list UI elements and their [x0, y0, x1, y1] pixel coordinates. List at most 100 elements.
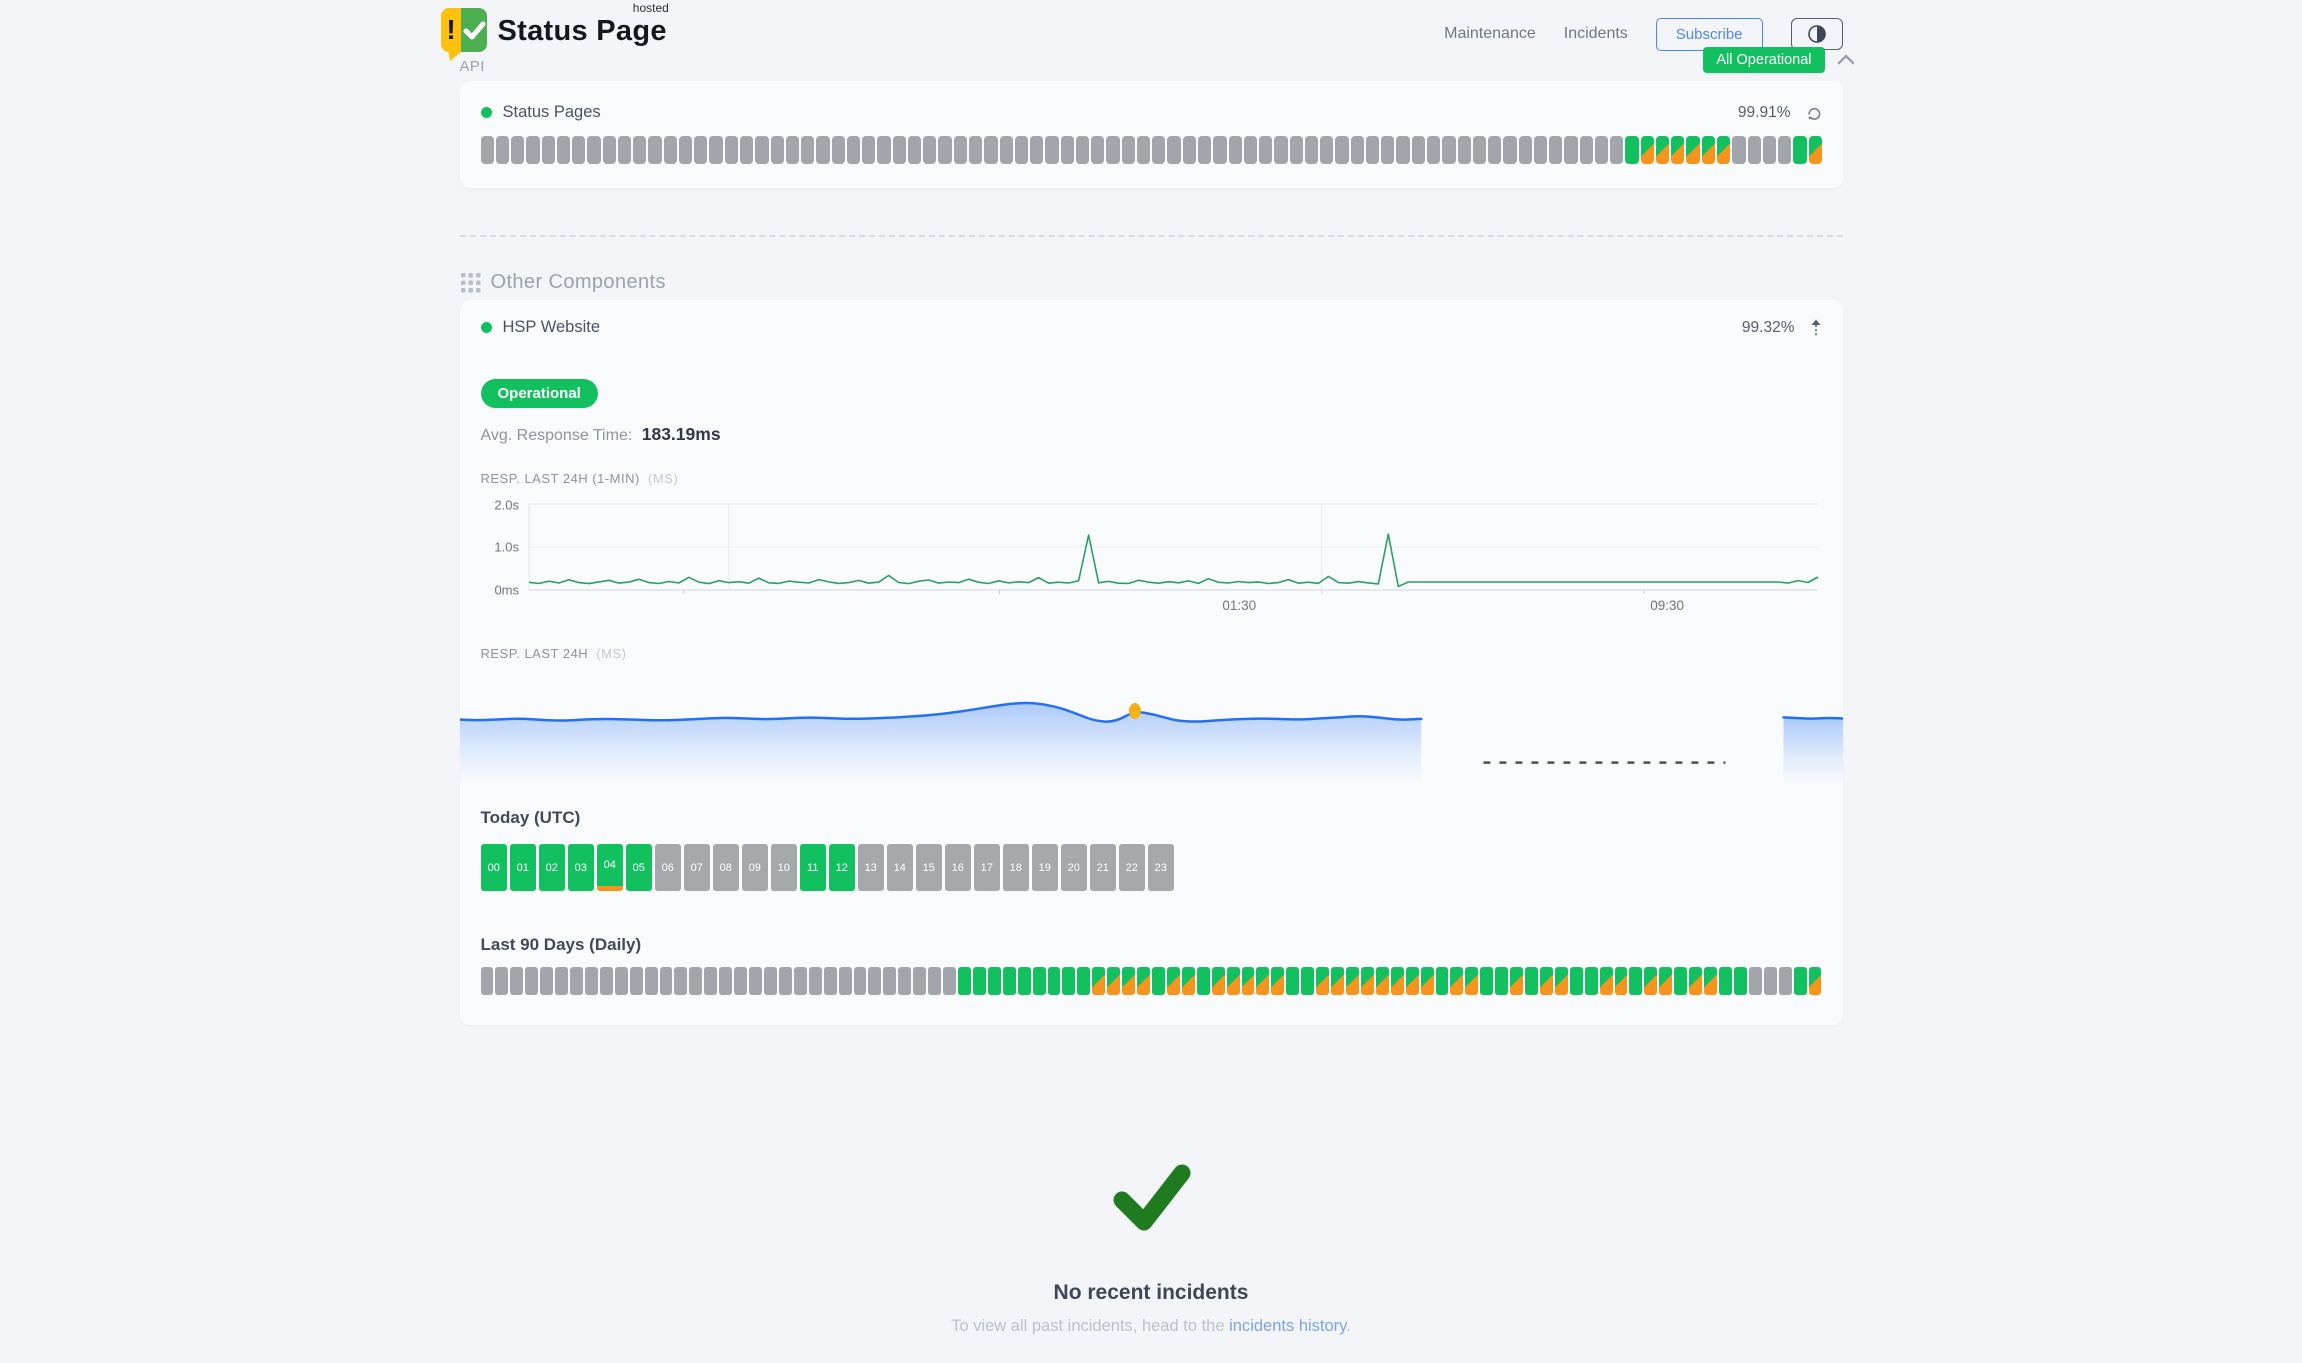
uptime-bar	[785, 136, 800, 164]
uptime-bar	[1107, 967, 1121, 995]
nav-maintenance[interactable]: Maintenance	[1444, 25, 1536, 42]
subtitle-suffix: .	[1346, 1317, 1351, 1335]
page-container: ! hosted Status Page Maintenance Inciden…	[440, 0, 1854, 1336]
component-name: HSP Website	[502, 318, 601, 336]
checkmark-icon	[1113, 1164, 1191, 1231]
header: ! hosted Status Page Maintenance Inciden…	[440, 1, 1843, 61]
uptime-bar	[719, 967, 733, 995]
uptime-bar	[1152, 136, 1166, 164]
uptime-percentage: 99.91%	[1737, 103, 1791, 121]
uptime-bar	[1259, 136, 1273, 164]
uptime-bar	[1689, 967, 1703, 995]
uptime-bar	[1762, 136, 1777, 164]
hour-block: 07	[683, 844, 710, 891]
overall-status: All Operational	[1703, 47, 1854, 73]
uptime-bar	[1426, 136, 1441, 164]
uptime-bar	[614, 967, 628, 995]
uptime-bar	[923, 136, 937, 164]
uptime-bar	[1213, 136, 1227, 164]
uptime-bar	[1211, 967, 1225, 995]
uptime-bar	[1701, 136, 1716, 164]
uptime-bar	[1549, 136, 1563, 164]
uptime-bar	[1442, 136, 1456, 164]
uptime-bar	[938, 136, 952, 164]
uptime-bar	[709, 136, 723, 164]
overall-status-badge: All Operational	[1703, 47, 1825, 73]
uptime-bar	[1435, 967, 1449, 995]
hour-block: 11	[799, 844, 826, 891]
uptime-bar	[984, 136, 998, 164]
uptime-bar	[1733, 967, 1747, 995]
uptime-bar	[846, 136, 861, 164]
hour-block: 08	[712, 844, 739, 891]
svg-text:2.0s: 2.0s	[494, 498, 519, 513]
nav-incidents[interactable]: Incidents	[1563, 25, 1628, 42]
incidents-history-link[interactable]: incidents history	[1229, 1317, 1347, 1335]
main-nav: Maintenance Incidents Subscribe	[1444, 17, 1843, 51]
uptime-bar	[1365, 136, 1380, 164]
uptime-bar	[1045, 136, 1059, 164]
uptime-bar	[1032, 967, 1046, 995]
scroll-top-button[interactable]	[1837, 53, 1855, 68]
uptime-bar	[913, 967, 927, 995]
brand-logo[interactable]: ! hosted Status Page	[440, 1, 669, 61]
uptime-bar	[541, 136, 555, 164]
uptime-bar	[862, 136, 876, 164]
uptime-bar	[1360, 967, 1374, 995]
uptime-bar	[495, 967, 509, 995]
uptime-bar	[526, 136, 540, 164]
uptime-bar	[953, 136, 967, 164]
uptime-bar	[689, 967, 703, 995]
hour-block: 02	[538, 844, 565, 891]
status-pages-uptime-bars	[480, 136, 1822, 164]
dotted-up-arrow-icon	[1811, 319, 1820, 336]
uptime-bar	[1554, 967, 1568, 995]
hour-block: 23	[1147, 844, 1174, 891]
subscribe-button[interactable]: Subscribe	[1655, 17, 1763, 51]
uptime-bar	[1704, 967, 1718, 995]
hour-block: 13	[857, 844, 884, 891]
hour-block: 06	[654, 844, 681, 891]
uptime-bar	[898, 967, 912, 995]
uptime-bar	[617, 136, 632, 164]
uptime-bar	[853, 967, 867, 995]
hour-block: 21	[1089, 844, 1116, 891]
uptime-bar	[1614, 967, 1628, 995]
uptime-bar	[1271, 967, 1285, 995]
uptime-bar	[1411, 136, 1425, 164]
uptime-bar	[1579, 136, 1593, 164]
uptime-bar	[1197, 136, 1212, 164]
uptime-bar	[1793, 136, 1807, 164]
uptime-bar	[1747, 136, 1761, 164]
uptime-bar	[1014, 136, 1029, 164]
uptime-bar	[724, 136, 739, 164]
half-circle-icon	[1807, 25, 1826, 43]
uptime-bar	[1808, 136, 1822, 164]
uptime-bar	[1671, 136, 1685, 164]
uptime-bar	[1062, 967, 1076, 995]
refresh-button[interactable]	[1806, 105, 1822, 121]
uptime-bar	[629, 967, 643, 995]
theme-toggle-button[interactable]	[1790, 18, 1843, 50]
uptime-bar	[1331, 967, 1344, 995]
uptime-bar	[892, 136, 906, 164]
other-components-section: Other Components HSP Website 99.32%	[459, 271, 1843, 1025]
uptime-bar	[599, 967, 613, 995]
other-components-title-text: Other Components	[490, 271, 666, 293]
uptime-bar	[1151, 967, 1165, 995]
uptime-bar	[1748, 967, 1762, 995]
uptime-bar	[972, 967, 986, 995]
uptime-bar	[1289, 136, 1303, 164]
uptime-bar	[1122, 967, 1136, 995]
uptime-bar	[1002, 967, 1016, 995]
collapse-button[interactable]	[1810, 319, 1822, 337]
uptime-bar	[969, 136, 983, 164]
uptime-bar	[694, 136, 708, 164]
uptime-bar	[1629, 967, 1643, 995]
uptime-bar	[602, 136, 616, 164]
uptime-bar	[1472, 136, 1487, 164]
hsp-website-card: HSP Website 99.32% Operational Avg. Resp…	[459, 300, 1843, 1025]
uptime-bar	[555, 967, 569, 995]
uptime-bar	[1286, 967, 1300, 995]
api-section-title: API	[459, 58, 485, 75]
